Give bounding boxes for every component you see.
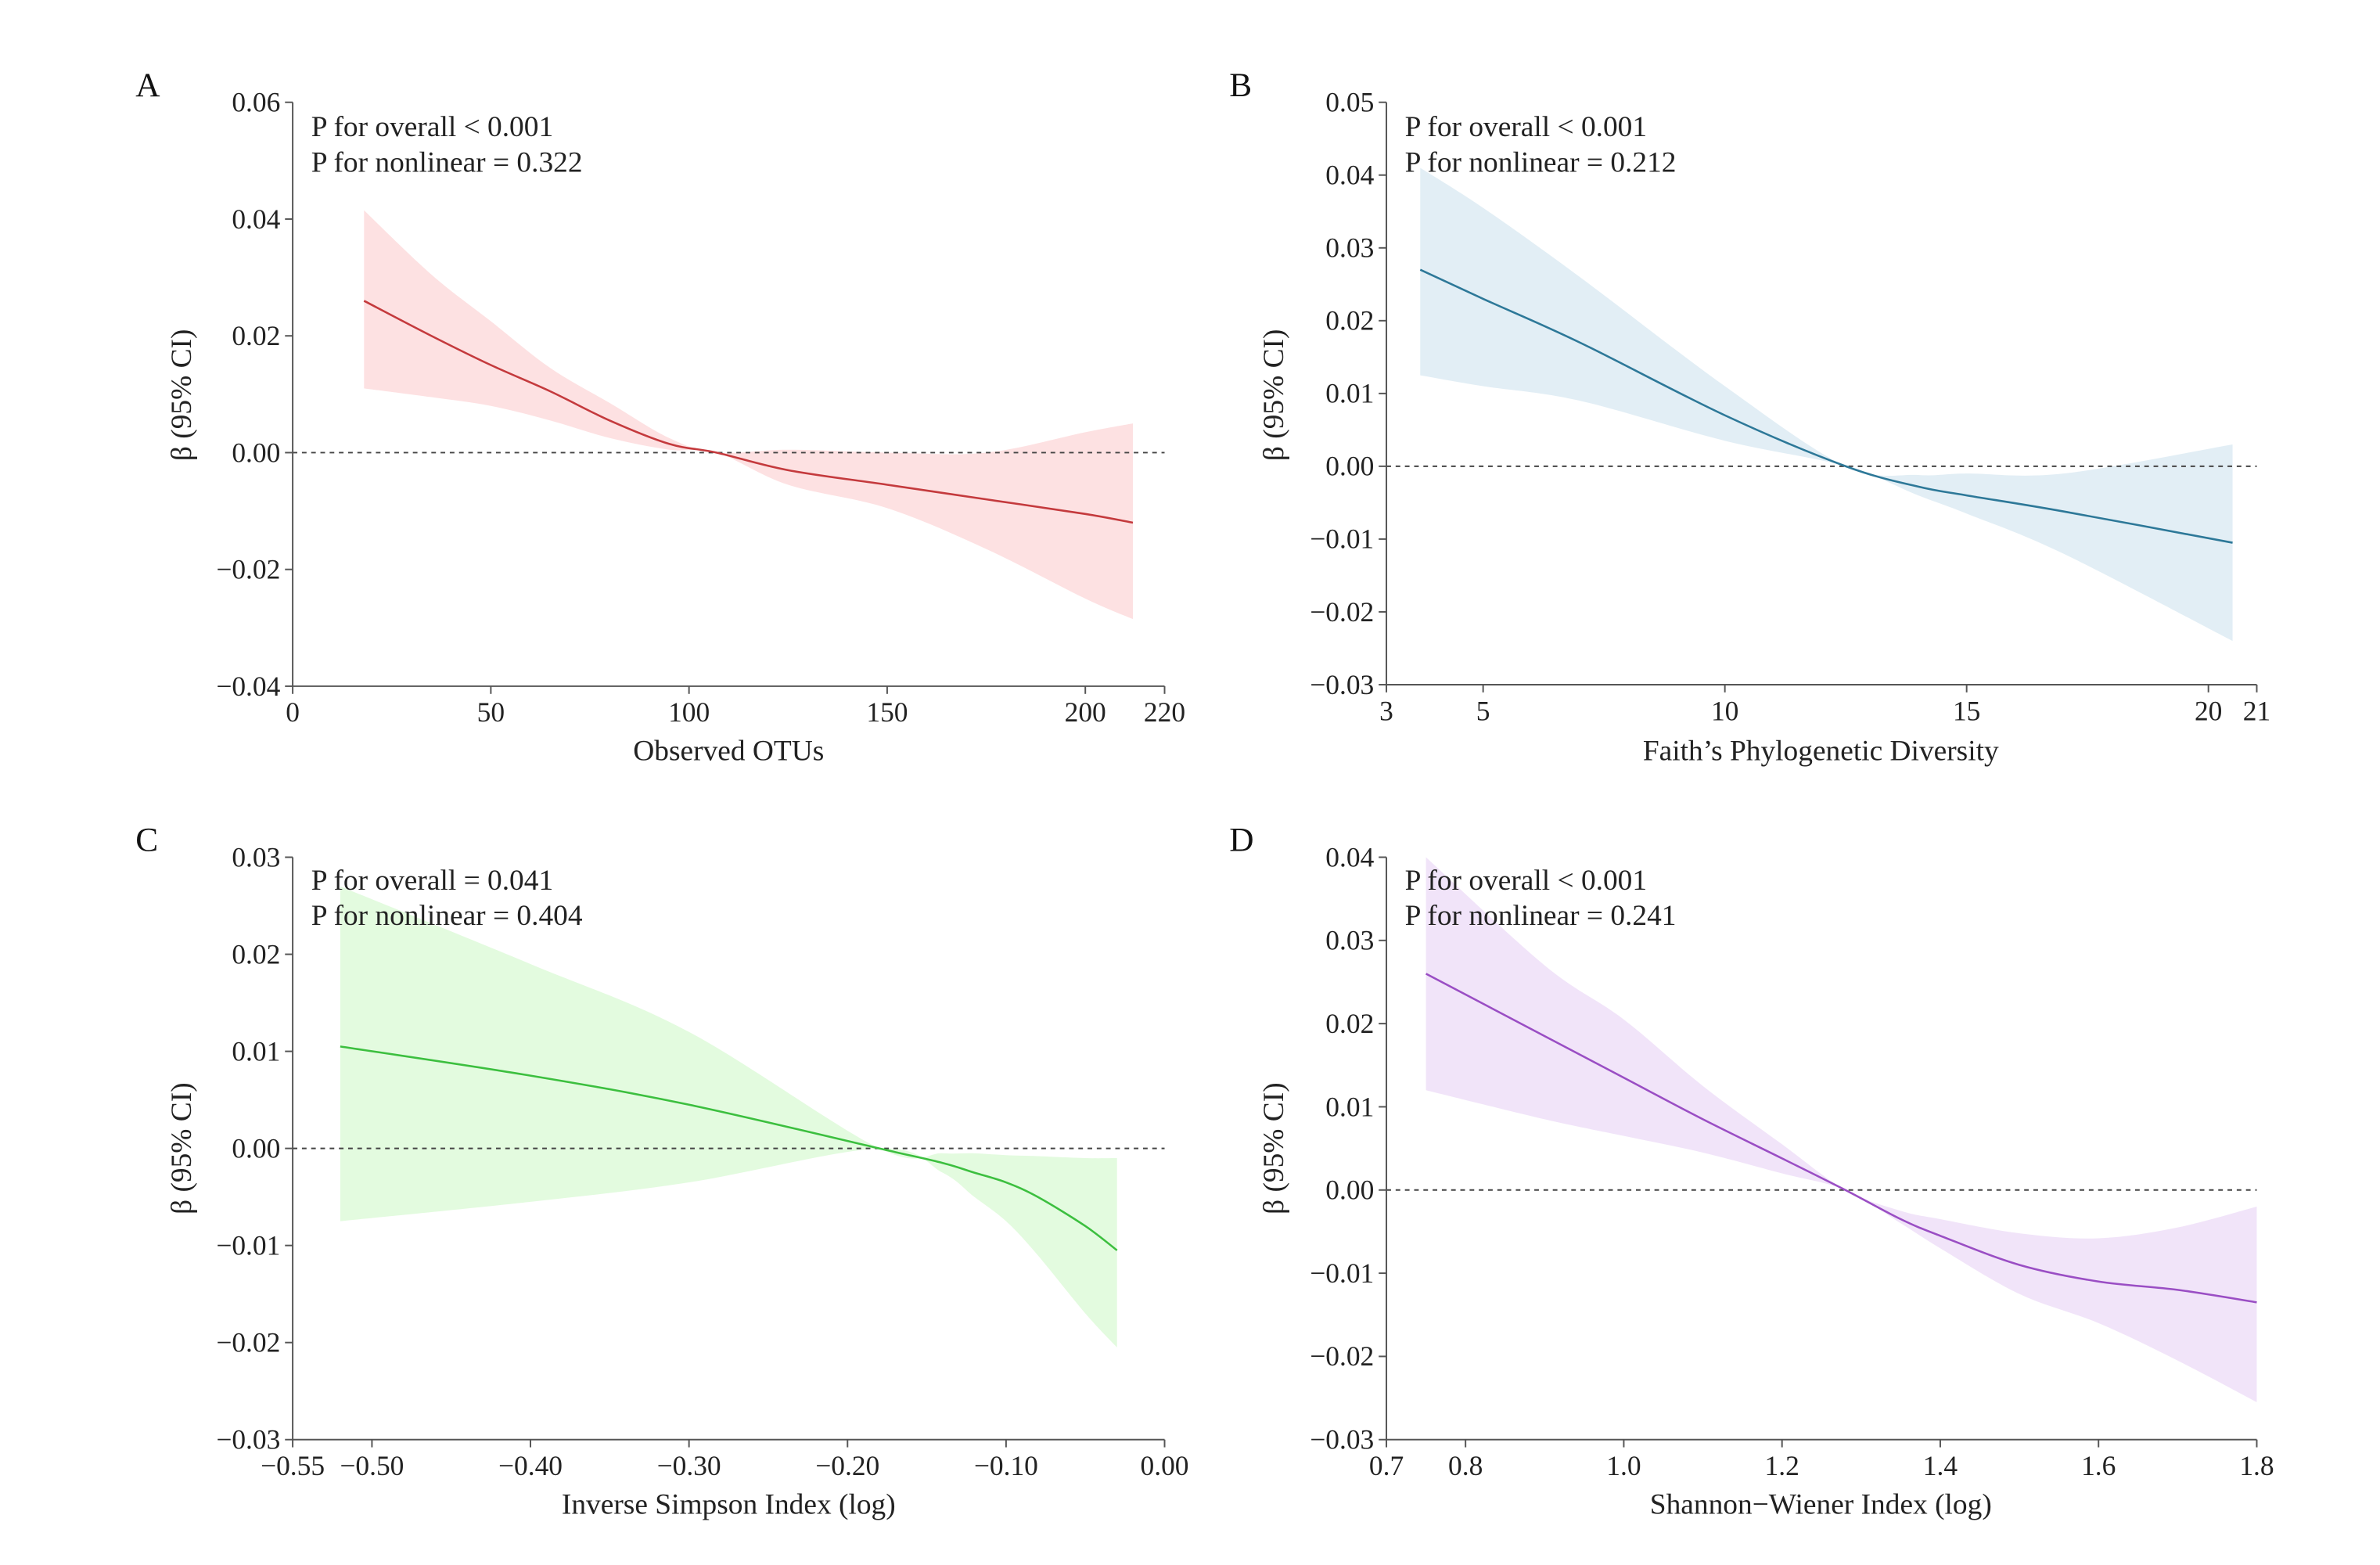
panel-letter: C (135, 822, 158, 859)
y-tick-label: 0.00 (232, 1132, 280, 1164)
x-tick-label: 50 (477, 696, 505, 728)
x-tick-label: −0.10 (974, 1450, 1038, 1481)
x-tick-label: 1.4 (1923, 1450, 1958, 1481)
y-tick-label: 0.04 (1325, 841, 1374, 872)
y-tick-label: 0.01 (1325, 1091, 1374, 1122)
x-axis-label: Observed OTUs (633, 735, 824, 767)
y-tick-label: 0.00 (232, 437, 280, 468)
y-tick-label: −0.04 (216, 671, 280, 702)
y-tick-label: 0.02 (232, 320, 280, 351)
y-tick-label: 0.03 (1325, 925, 1374, 956)
x-tick-label: 0.8 (1448, 1450, 1483, 1481)
x-axis-label: Inverse Simpson Index (log) (562, 1488, 896, 1520)
y-tick-label: 0.03 (1325, 232, 1374, 264)
y-axis-label: β (95% CI) (166, 329, 198, 462)
confidence-band (340, 886, 1117, 1347)
x-tick-label: 200 (1065, 696, 1106, 728)
panel-letter: A (135, 67, 160, 104)
x-tick-label: 100 (668, 696, 710, 728)
y-tick-label: 0.05 (1325, 87, 1374, 118)
p-nonlinear-annotation: P for nonlinear = 0.212 (1405, 146, 1677, 178)
y-tick-label: 0.01 (1325, 378, 1374, 409)
x-tick-label: −0.55 (261, 1450, 325, 1481)
estimate-line (340, 1045, 1118, 1251)
p-overall-annotation: P for overall < 0.001 (1405, 865, 1647, 897)
y-tick-label: 0.03 (232, 841, 280, 872)
y-tick-label: 0.04 (1325, 160, 1374, 191)
x-axis-label: Shannon−Wiener Index (log) (1650, 1488, 1992, 1520)
y-axis-label: β (95% CI) (166, 1082, 198, 1214)
panel-a: −0.04 −0.02 0.00 0.02 0.04 0.06 0 50 100 150 200 22… (135, 67, 1185, 768)
panel-c: −0.03 −0.02 −0.01 0.00 0.01 0.02 0.03 −0.55 −0.5… (135, 822, 1188, 1521)
x-tick-label: 20 (2195, 695, 2222, 726)
y-tick-label: −0.03 (1310, 669, 1374, 700)
x-tick-label: 1.2 (1765, 1450, 1799, 1481)
p-overall-annotation: P for overall < 0.001 (1405, 111, 1647, 143)
panel-b: −0.03 −0.02 −0.01 0.00 0.01 0.02 0.03 0.04 0.05 3… (1229, 67, 2270, 768)
confidence-band (1425, 857, 2257, 1402)
x-tick-label: 1.6 (2081, 1450, 2116, 1481)
y-tick-label: 0.01 (232, 1035, 280, 1067)
panel-letter: B (1229, 67, 1252, 104)
y-axis-label: β (95% CI) (1258, 329, 1290, 462)
y-tick-label: 0.02 (1325, 305, 1374, 336)
y-tick-label: −0.03 (1310, 1424, 1374, 1455)
panel-letter: D (1229, 822, 1253, 859)
y-axis-label: β (95% CI) (1258, 1082, 1290, 1214)
x-tick-label: 220 (1144, 696, 1185, 728)
x-tick-label: 1.8 (2239, 1450, 2274, 1481)
p-overall-annotation: P for overall = 0.041 (311, 865, 553, 897)
x-tick-label: 0 (286, 696, 300, 728)
p-nonlinear-annotation: P for nonlinear = 0.322 (311, 146, 583, 178)
y-tick-label: −0.01 (216, 1229, 280, 1261)
p-overall-annotation: P for overall < 0.001 (311, 111, 553, 143)
y-tick-label: −0.02 (1310, 1340, 1374, 1372)
estimate-line (1419, 268, 2233, 544)
x-tick-label: 15 (1953, 695, 1980, 726)
y-tick-label: −0.02 (216, 1327, 280, 1358)
estimate-line (363, 300, 1134, 524)
x-tick-label: 10 (1711, 695, 1738, 726)
x-tick-label: −0.40 (498, 1450, 563, 1481)
y-tick-label: −0.01 (1310, 523, 1374, 555)
x-tick-label: 1.0 (1606, 1450, 1641, 1481)
x-tick-label: −0.20 (815, 1450, 879, 1481)
y-tick-label: 0.06 (232, 87, 280, 118)
p-nonlinear-annotation: P for nonlinear = 0.404 (311, 900, 583, 932)
x-tick-label: −0.30 (657, 1450, 721, 1481)
x-tick-label: −0.50 (340, 1450, 404, 1481)
y-tick-label: −0.01 (1310, 1257, 1374, 1289)
y-tick-label: 0.04 (232, 203, 280, 235)
panel-d: −0.03 −0.02 −0.01 0.00 0.01 0.02 0.03 0.04 0.7 0.… (1229, 822, 2274, 1521)
p-nonlinear-annotation: P for nonlinear = 0.241 (1405, 900, 1677, 932)
y-tick-label: −0.03 (216, 1424, 280, 1455)
x-tick-label: 3 (1379, 695, 1393, 726)
y-tick-label: −0.02 (1310, 596, 1374, 628)
y-tick-label: 0.02 (232, 938, 280, 970)
confidence-band (1420, 167, 2233, 642)
x-tick-label: 21 (2243, 695, 2270, 726)
y-tick-label: −0.02 (216, 554, 280, 585)
confidence-band (364, 210, 1133, 620)
x-tick-label: 0.00 (1141, 1450, 1189, 1481)
y-tick-label: 0.02 (1325, 1008, 1374, 1039)
x-axis-label: Faith’s Phylogenetic Diversity (1643, 735, 1999, 767)
y-tick-label: 0.00 (1325, 1175, 1374, 1206)
y-tick-label: 0.00 (1325, 451, 1374, 482)
x-tick-label: 5 (1476, 695, 1490, 726)
x-tick-label: 150 (866, 696, 908, 728)
estimate-line (1425, 973, 2257, 1304)
x-tick-label: 0.7 (1369, 1450, 1404, 1481)
